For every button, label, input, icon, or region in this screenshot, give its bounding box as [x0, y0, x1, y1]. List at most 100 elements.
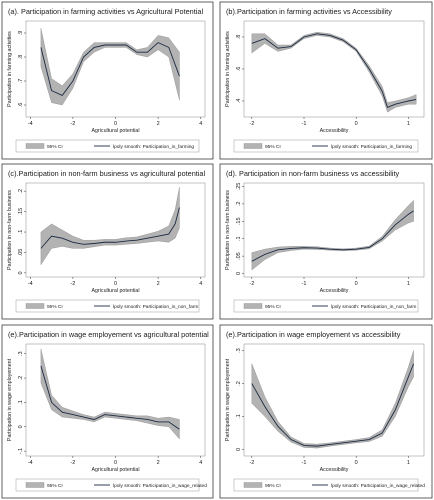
legend-label: 95% CI	[265, 144, 281, 150]
legend-label: 95% CI	[265, 483, 281, 489]
x-axis-label: Agricultural potential	[92, 467, 140, 473]
x-tick-label: 0	[114, 281, 117, 287]
x-tick-label: 4	[199, 281, 202, 287]
y-tick-label: .2	[18, 189, 24, 194]
panel-title: (b).Participation in farming activities …	[226, 7, 392, 16]
y-tick-label: .3	[18, 351, 24, 356]
panel: (d). Participation in non-farm business …	[219, 163, 433, 320]
plot-area	[243, 343, 425, 457]
panel: (c).Participation in non-farm business v…	[1, 163, 214, 320]
y-tick-label: .8	[236, 35, 242, 40]
panel-title: (d). Participation in non-farm business …	[226, 169, 400, 178]
x-tick-label: 4	[199, 460, 202, 466]
y-tick-label: 0	[236, 272, 242, 275]
x-tick-label: -4	[28, 121, 33, 127]
ci-band	[251, 199, 414, 271]
x-axis-label: Agricultural potential	[92, 128, 140, 134]
x-tick-label: -4	[28, 460, 33, 466]
x-tick-label: -1	[302, 460, 307, 466]
ci-band	[40, 348, 180, 440]
x-axis-label: Accessibility	[320, 467, 349, 473]
y-tick-label: .15	[236, 217, 242, 225]
smooth-line	[40, 365, 180, 430]
panel-title: (c).Participation in non-farm business v…	[8, 169, 205, 178]
y-tick-label: .4	[236, 99, 242, 104]
x-tick-label: 0	[114, 121, 117, 127]
y-tick-label: .15	[18, 208, 24, 216]
x-tick-label: -2	[70, 121, 75, 127]
x-tick-label: -2	[70, 460, 75, 466]
y-tick-label: .1	[18, 230, 24, 235]
y-tick-label: 0	[236, 448, 242, 451]
x-tick-label: -2	[249, 460, 254, 466]
y-tick-label: .1	[18, 400, 24, 405]
legend-label: lpoly smooth: Participation_in_non_farm	[331, 304, 416, 310]
panel-title: (e).Participation in wage employement vs…	[8, 330, 209, 339]
y-tick-label: .1	[236, 414, 242, 419]
panel: (a). Participation in farming activities…	[1, 1, 214, 160]
y-axis-label: Participation in farming activities	[7, 31, 13, 107]
panel: (e).Participation in wage employement vs…	[1, 324, 214, 499]
y-tick-label: -.1	[18, 448, 24, 454]
x-tick-label: -2	[249, 281, 254, 287]
x-tick-label: -1	[302, 281, 307, 287]
x-axis-label: Accessibility	[320, 128, 349, 134]
legend-label: 95% CI	[47, 144, 63, 150]
y-tick-label: .05	[236, 252, 242, 260]
legend-label: lpoly smooth: Participation_in_wage_rela…	[331, 483, 425, 489]
panel-title: (a). Participation in farming activities…	[8, 7, 203, 16]
y-tick-label: .3	[236, 348, 242, 353]
y-tick-label: 0	[18, 425, 24, 428]
y-tick-label: .25	[236, 183, 242, 191]
x-tick-label: 0	[114, 460, 117, 466]
x-tick-label: 0	[355, 121, 358, 127]
x-tick-label: 4	[199, 121, 202, 127]
x-tick-label: 2	[157, 281, 160, 287]
legend-label: 95% CI	[47, 483, 63, 489]
legend-swatch	[243, 303, 263, 309]
legend-label: lpoly smooth: Participation_in_non_farm	[113, 304, 198, 310]
legend-label: lpoly smooth: Participation_in_farming	[113, 144, 194, 150]
y-tick-label: .2	[18, 376, 24, 381]
x-tick-label: 0	[355, 281, 358, 287]
ci-band	[40, 187, 180, 266]
legend-swatch	[25, 143, 45, 149]
legend-swatch	[25, 303, 45, 309]
smooth-line	[251, 33, 417, 108]
y-axis-label: Participation in farming activities	[225, 31, 231, 107]
y-tick-label: .8	[18, 55, 24, 60]
y-tick-label: .6	[236, 67, 242, 72]
legend-label: 95% CI	[265, 304, 281, 310]
smooth-line	[40, 207, 180, 249]
y-tick-label: .9	[18, 31, 24, 36]
ci-band	[40, 28, 180, 106]
legend-swatch	[25, 482, 45, 488]
x-tick-label: 2	[157, 460, 160, 466]
legend-label: 95% CI	[47, 304, 63, 310]
y-tick-label: .7	[18, 79, 24, 84]
smooth-line	[40, 42, 180, 96]
x-axis-label: Agricultural potential	[92, 288, 140, 294]
x-tick-label: -2	[70, 281, 75, 287]
panel-title: (e).Participation in wage employement vs…	[226, 330, 401, 339]
y-axis-label: Participation in wage employement	[7, 358, 13, 441]
plot-area	[243, 182, 425, 278]
x-tick-label: -2	[249, 121, 254, 127]
panel: (b).Participation in farming activities …	[219, 1, 433, 160]
x-tick-label: 1	[407, 460, 410, 466]
y-axis-label: Participation in wage employement	[225, 358, 231, 441]
y-tick-label: 0	[18, 271, 24, 274]
x-axis-label: Accessibility	[320, 288, 349, 294]
x-tick-label: -1	[302, 121, 307, 127]
legend-swatch	[243, 143, 263, 149]
y-tick-label: .05	[18, 249, 24, 257]
y-tick-label: .2	[236, 202, 242, 207]
ci-band	[251, 350, 414, 449]
panel: (e).Participation in wage employement vs…	[219, 324, 433, 499]
legend-swatch	[243, 482, 263, 488]
y-tick-label: .6	[18, 103, 24, 108]
x-tick-label: 0	[355, 460, 358, 466]
ci-band	[251, 31, 417, 113]
